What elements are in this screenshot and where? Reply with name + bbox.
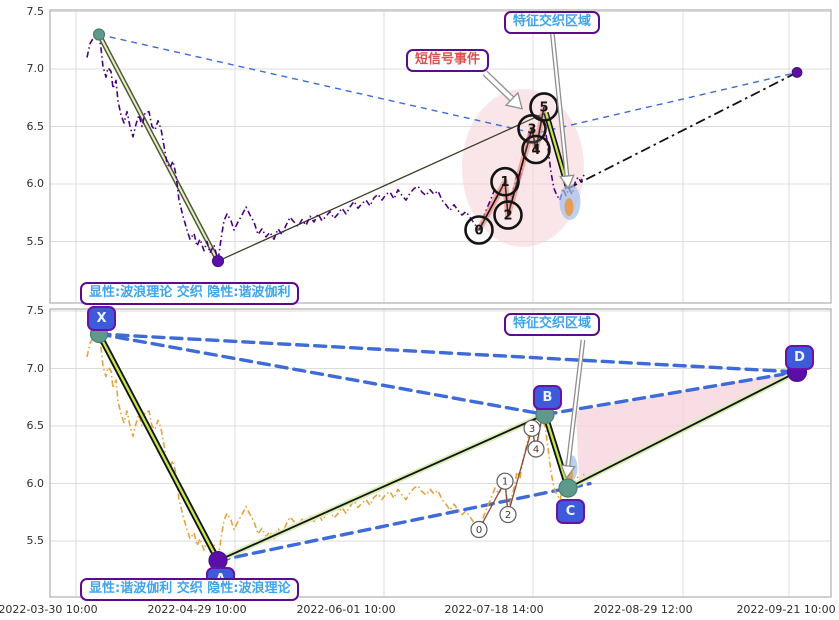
wave-number-3: 3 <box>527 122 536 137</box>
short-signal-arrow <box>483 71 514 101</box>
x-tick-label: 2022-07-18 14:00 <box>444 603 544 616</box>
feature-zone-arrow-bottom <box>566 339 585 467</box>
hidden-wave-number-0: 0 <box>476 525 482 536</box>
wave-number-5: 5 <box>539 100 548 115</box>
hidden-wave-circle-0 <box>470 520 488 539</box>
y-tick-label: 6.5 <box>26 419 45 432</box>
wave-number-2: 2 <box>503 209 512 224</box>
x-tick-label: 2022-06-01 10:00 <box>296 603 396 616</box>
y-tick-label: 7.5 <box>26 4 45 18</box>
ac-dashed <box>216 481 592 563</box>
ab-line <box>217 413 546 562</box>
a-dot-upper <box>211 254 225 268</box>
hidden-wave-number-2: 2 <box>505 510 511 521</box>
cd-line <box>567 371 798 489</box>
short-signal-label: 短信号事件 <box>406 49 490 72</box>
wave-number-0: 0 <box>474 224 483 239</box>
hidden-wave-number-4: 4 <box>533 445 539 456</box>
x-tick-label: 2022-03-30 10:00 <box>0 603 98 616</box>
wave-circle-0 <box>464 215 494 245</box>
wave-number-4: 4 <box>531 143 540 158</box>
feature-zone-arrow-top-head <box>559 174 575 190</box>
y-tick-label: 5.5 <box>26 234 45 248</box>
hidden-wave-number-3: 3 <box>529 424 535 435</box>
short-signal-arrow-head <box>504 91 523 110</box>
xa-olive-core <box>98 34 219 262</box>
point-label-D: D <box>785 345 814 370</box>
y-tick-label: 5.5 <box>26 534 45 547</box>
wave-circle-4 <box>521 134 551 165</box>
hidden-wave-circle-2 <box>499 505 517 524</box>
x-tick-label: 2022-04-29 10:00 <box>147 603 247 616</box>
legend-top-panel: 显性:波浪理论 交织 隐性:谐波伽利 <box>80 282 300 305</box>
wave-circle-1 <box>490 166 520 197</box>
hidden-wave-circle-1 <box>496 472 514 490</box>
wave-number-1: 1 <box>500 175 509 190</box>
point-label-B: B <box>533 385 562 410</box>
bd-dashed <box>543 370 799 417</box>
ab-thin-line <box>217 112 546 262</box>
hidden-wave-number-1: 1 <box>502 477 508 488</box>
hidden-wave-circle-4 <box>527 440 545 458</box>
feature-zone-arrow-top <box>550 29 569 177</box>
x-tick-label: 2022-08-29 12:00 <box>593 603 693 616</box>
y-tick-label: 7.5 <box>26 304 45 317</box>
y-tick-label: 6.0 <box>26 476 45 490</box>
point-label-C: C <box>556 499 585 524</box>
top-panel-frame <box>49 9 832 304</box>
feature-zone-label-top: 特征交织区域 <box>504 11 601 34</box>
c-dot <box>558 478 578 498</box>
y-tick-label: 7.0 <box>26 62 45 75</box>
y-tick-label: 6.0 <box>26 177 45 190</box>
signal-glow-orange <box>564 198 574 216</box>
xb-dashed <box>97 332 547 417</box>
feature-zone-label-bottom: 特征交织区域 <box>504 313 601 336</box>
d-dot-upper <box>791 67 803 78</box>
legend-bottom-panel: 显性:谐波伽利 交织 隐性:波浪理论 <box>80 578 300 601</box>
bc-thick-core <box>543 414 570 489</box>
price-line-upper <box>86 33 586 262</box>
price-line-lower <box>86 333 586 562</box>
wave-circle-2 <box>493 200 523 230</box>
elliott-panel: 0 1 2 3 4 5 <box>49 9 832 304</box>
x-dot-upper <box>92 28 106 41</box>
y-tick-label: 6.5 <box>26 119 45 133</box>
feature-zone-arrow-bottom-head <box>560 464 576 480</box>
bottom-panel-frame <box>49 308 832 598</box>
cd-dashdot-projection <box>567 71 798 190</box>
hidden-wave-circle-3 <box>523 419 541 437</box>
point-label-X: X <box>87 306 116 331</box>
x-tick-label: 2022-09-21 10:00 <box>736 603 836 616</box>
xa-thick-core <box>97 333 220 562</box>
xd-dashed <box>97 332 799 374</box>
y-tick-label: 7.0 <box>26 361 45 375</box>
